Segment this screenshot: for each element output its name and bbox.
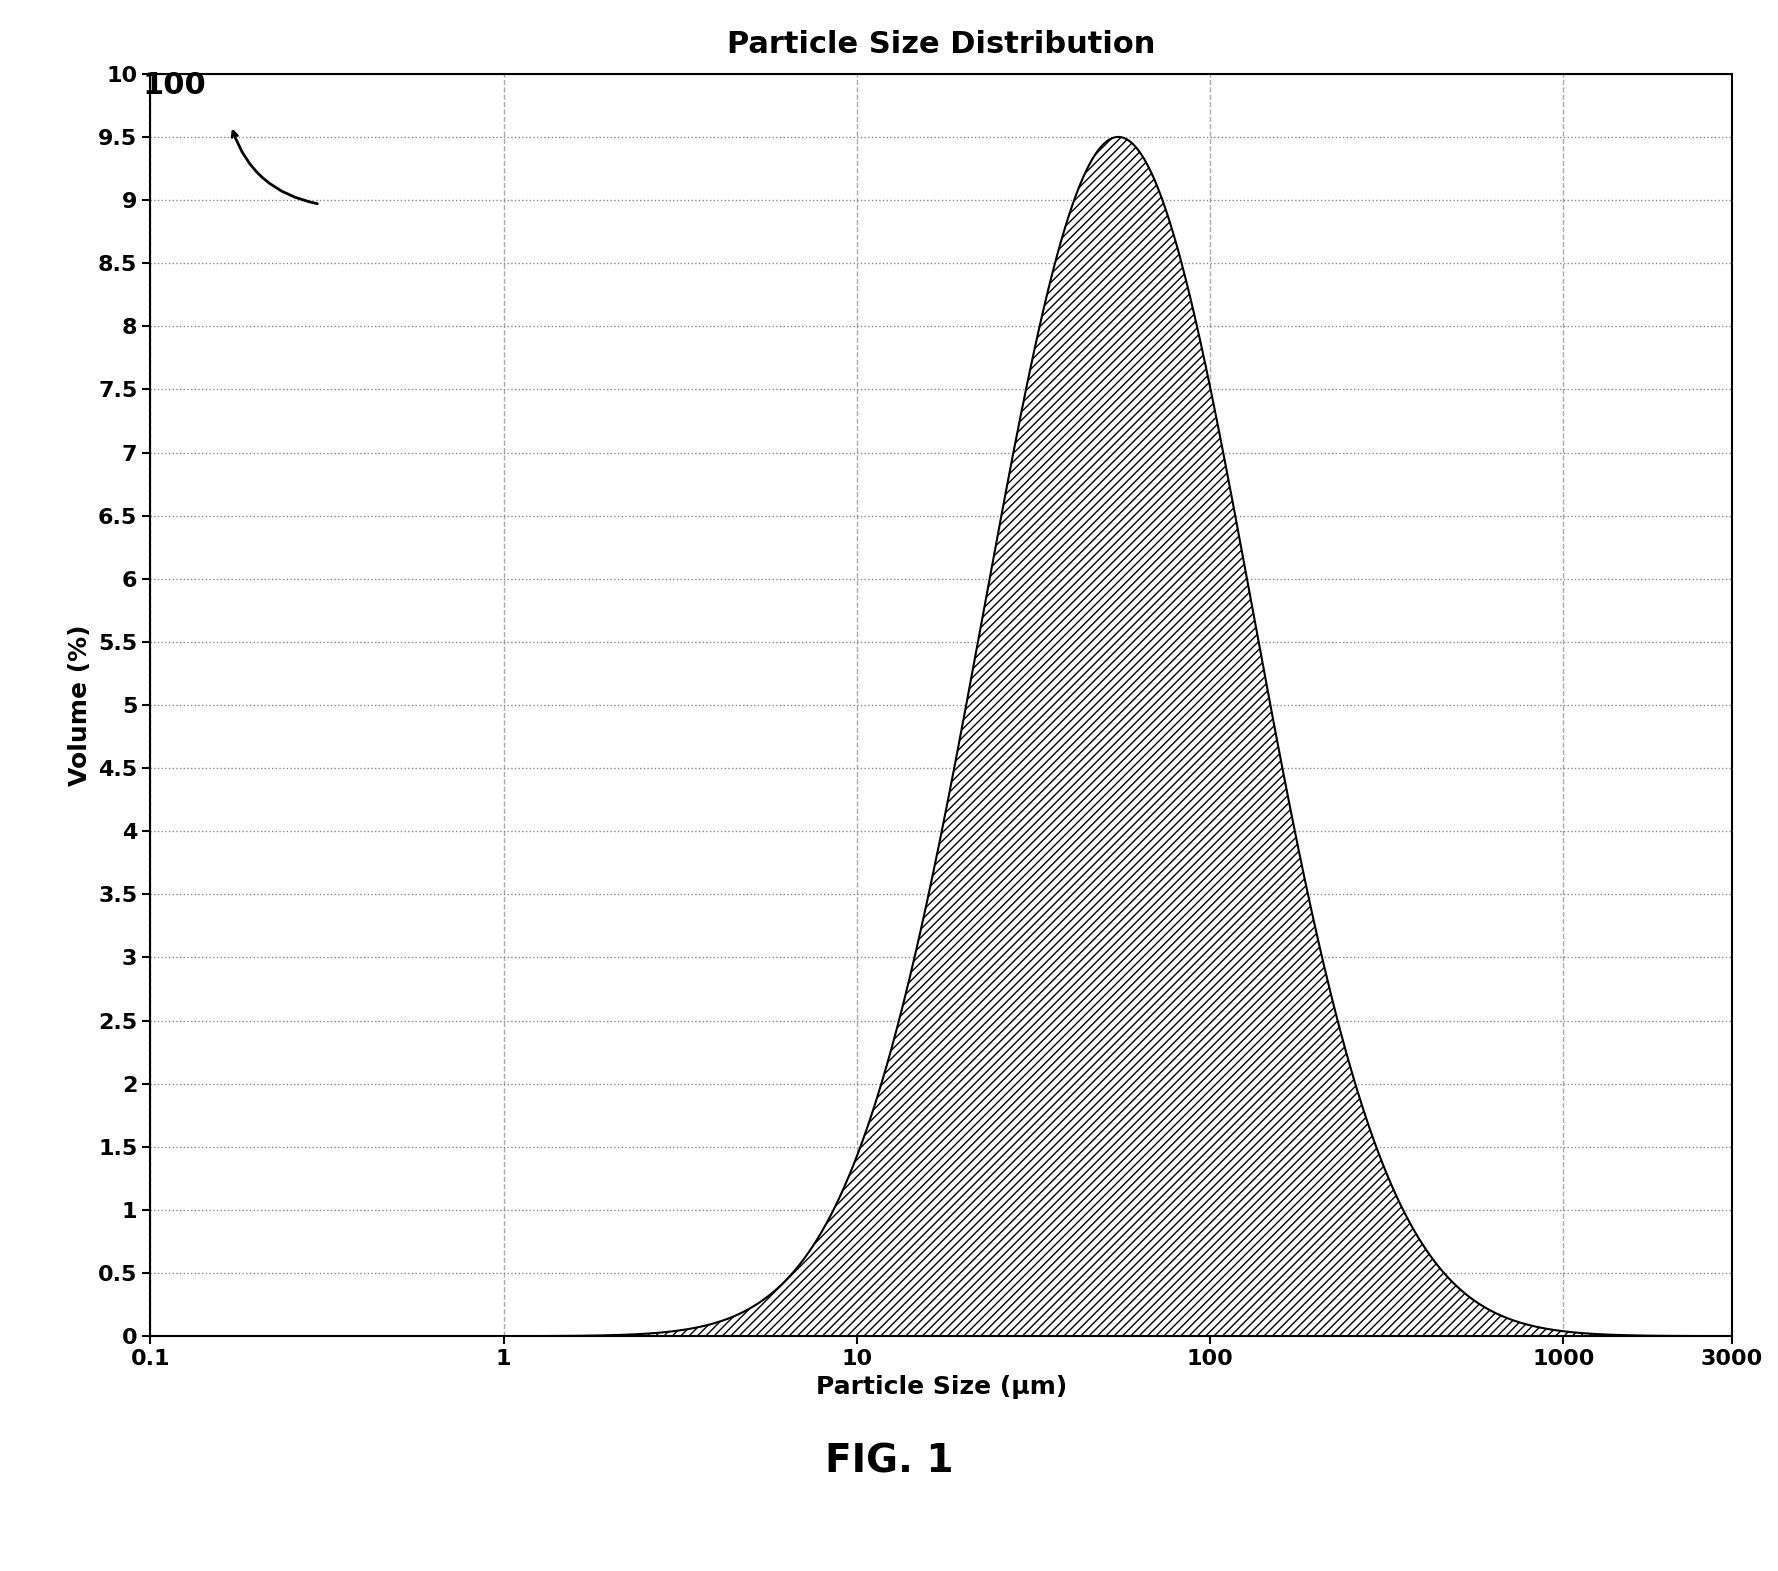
Y-axis label: Volume (%): Volume (%) bbox=[68, 624, 92, 786]
Title: Particle Size Distribution: Particle Size Distribution bbox=[727, 30, 1156, 60]
X-axis label: Particle Size (μm): Particle Size (μm) bbox=[816, 1375, 1067, 1398]
Text: 100: 100 bbox=[142, 71, 206, 101]
Text: FIG. 1: FIG. 1 bbox=[825, 1442, 953, 1480]
